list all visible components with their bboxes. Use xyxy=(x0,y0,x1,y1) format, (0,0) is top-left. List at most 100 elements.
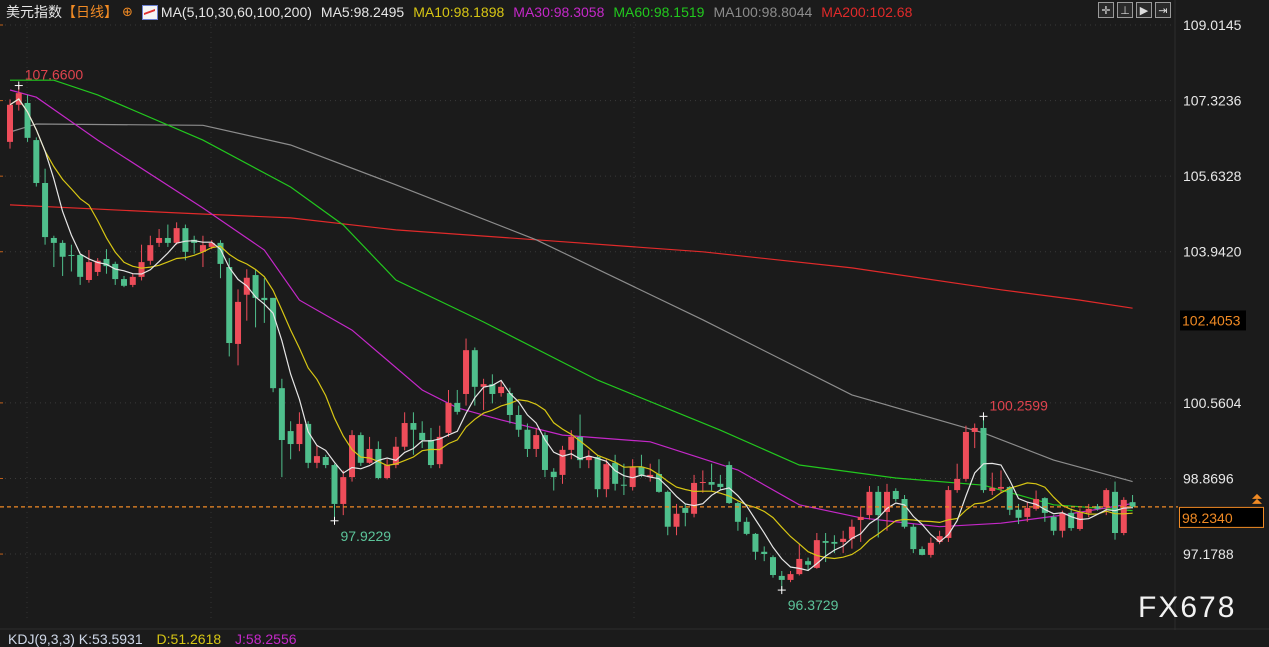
candle xyxy=(594,454,601,498)
candle-body xyxy=(524,429,531,449)
candle-body xyxy=(340,477,347,504)
period-selector[interactable]: 【日线】 xyxy=(62,4,118,20)
high-price-label: 107.6600 xyxy=(25,67,84,83)
candle xyxy=(103,249,110,274)
candle-body xyxy=(261,297,268,301)
candle xyxy=(270,297,277,393)
crosshair-circle-icon[interactable]: ⊕ xyxy=(122,4,133,19)
candle xyxy=(647,463,654,482)
candle-body xyxy=(989,487,996,491)
candle-body xyxy=(954,478,961,491)
candle xyxy=(664,490,671,536)
candle xyxy=(1006,486,1013,516)
ma5-value: MA5:98.2495 xyxy=(320,4,405,20)
exit-right-icon[interactable]: ⇥ xyxy=(1155,2,1171,18)
candle-body xyxy=(884,491,890,512)
candle xyxy=(857,506,864,542)
candle-body xyxy=(138,262,145,277)
candle xyxy=(971,423,978,449)
candle-body xyxy=(287,431,294,445)
low-price-label: 97.9229 xyxy=(340,528,391,544)
ma100-value: MA100:98.8044 xyxy=(713,4,813,20)
candle-body xyxy=(182,228,189,252)
candle-body xyxy=(50,237,57,243)
candle-body xyxy=(559,449,566,475)
candle xyxy=(1120,497,1127,536)
candle xyxy=(436,425,443,469)
candle xyxy=(743,517,750,536)
candle-body xyxy=(866,491,873,516)
chart-header: 美元指数 【日线】 ⊕ MA(5,10,30,60,100,200) MA5:9… xyxy=(6,2,921,22)
candle xyxy=(50,235,57,268)
candle xyxy=(173,222,180,245)
candle xyxy=(278,378,285,478)
y-tick-label: 103.9420 xyxy=(1183,244,1242,260)
candle xyxy=(24,94,31,142)
candle xyxy=(699,470,706,493)
ma30-value: MA30:98.3058 xyxy=(513,4,605,20)
candle xyxy=(1033,490,1040,511)
candle xyxy=(515,405,522,437)
candle xyxy=(463,338,470,406)
candle xyxy=(252,269,259,328)
chart-toolbar: ✛ ⊥ ▶ ⇥ xyxy=(1098,2,1171,18)
candle xyxy=(401,412,408,451)
candle xyxy=(980,416,987,493)
ma60-value: MA60:98.1519 xyxy=(613,4,705,20)
candle-body xyxy=(208,242,215,247)
candle-body xyxy=(94,260,101,272)
candle xyxy=(235,289,242,366)
y-tick-label: 97.1788 xyxy=(1183,546,1234,562)
candle-body xyxy=(875,491,882,516)
candle xyxy=(454,389,461,415)
candle-body xyxy=(24,102,31,138)
candle-body xyxy=(927,542,934,555)
candle-body xyxy=(1085,508,1092,513)
kdj-d-value: D:51.2618 xyxy=(156,631,222,647)
candle-body xyxy=(278,388,285,441)
ma-params[interactable]: MA(5,10,30,60,100,200) xyxy=(160,4,312,20)
candle xyxy=(682,503,689,527)
candle-body xyxy=(848,526,855,539)
candle xyxy=(392,436,399,469)
candle-body xyxy=(910,526,917,550)
candle xyxy=(717,474,724,491)
candle-body xyxy=(1076,512,1083,529)
line-chart-icon[interactable] xyxy=(141,4,158,20)
candle-body xyxy=(489,384,496,394)
candle-body xyxy=(191,239,198,243)
candle xyxy=(261,278,268,323)
candle xyxy=(243,269,250,321)
candle-body xyxy=(1120,499,1127,533)
candle xyxy=(603,459,610,498)
candle-body xyxy=(410,423,417,430)
candle-body xyxy=(454,402,461,412)
candle xyxy=(138,244,145,281)
candle-body xyxy=(945,490,952,538)
candle xyxy=(94,258,101,276)
candle-body xyxy=(787,574,794,580)
candle xyxy=(910,524,917,554)
crosshair-icon[interactable]: ✛ xyxy=(1098,2,1114,18)
candle xyxy=(629,459,636,491)
candle-body xyxy=(471,350,478,387)
candle-body xyxy=(734,503,741,522)
candle xyxy=(340,470,347,516)
candle-body xyxy=(349,435,356,478)
candle xyxy=(164,224,171,247)
candle xyxy=(366,436,373,464)
marker-price-box xyxy=(1180,310,1246,331)
candle xyxy=(620,463,627,495)
fit-range-icon[interactable]: ⊥ xyxy=(1117,2,1133,18)
candle-body xyxy=(892,490,899,500)
candle-body xyxy=(1068,512,1075,529)
scroll-to-latest-icon[interactable] xyxy=(1252,493,1262,504)
candle-body xyxy=(612,462,619,484)
candle-body xyxy=(436,436,443,465)
candle xyxy=(313,445,320,469)
step-forward-icon[interactable]: ▶ xyxy=(1136,2,1152,18)
candle-body xyxy=(147,245,154,261)
candle xyxy=(1024,501,1031,522)
candle-body xyxy=(1015,509,1022,518)
